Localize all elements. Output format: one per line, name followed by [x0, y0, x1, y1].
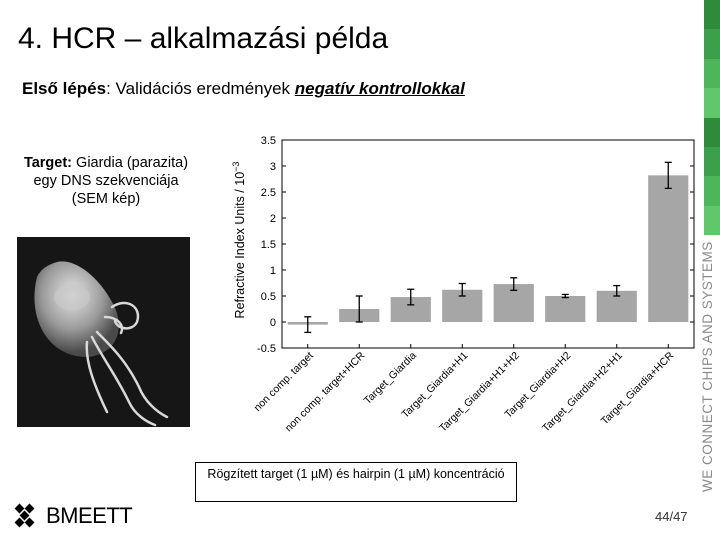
bar [648, 175, 689, 322]
brand-stripe [704, 88, 720, 118]
brand-stripe [704, 117, 720, 147]
subtitle-step-label: Első lépés [22, 79, 107, 98]
brand-stripes [704, 0, 720, 235]
x-tick-label: Target_Giardia [362, 350, 419, 407]
y-axis-label: Refractive Index Units / 10−3 [231, 162, 247, 319]
bmeett-logo-icon [14, 503, 35, 528]
brand-stripe [704, 58, 720, 89]
y-tick-label: 0 [270, 317, 276, 329]
logo-text: BMEETT [46, 503, 133, 528]
brand-stripe [704, 29, 720, 59]
bar-chart: Refractive Index Units / 10−3 -0.5 0 0.5 1 1… [231, 135, 695, 434]
y-tick-label: 1.5 [261, 239, 276, 251]
y-tick-label: 3.5 [261, 135, 276, 147]
target-label: Target: [23, 155, 73, 171]
tagline: WE CONNECT CHIPS AND SYSTEMS [700, 241, 715, 492]
slide-subtitle: Első lépés: Validációs eredmények negatí… [22, 79, 465, 99]
brand-stripe [704, 0, 720, 30]
brand-stripe [704, 176, 720, 206]
target-text: Giardia (parazita) egy DNS szekvenciája … [33, 155, 189, 207]
y-tick-label: 0.5 [261, 291, 276, 303]
giardia-sem-image [17, 237, 190, 427]
subtitle-emphasis: negatív kontrollokkal [294, 79, 465, 98]
slide-title: 4. HCR – alkalmazási példa [18, 22, 389, 55]
bars [287, 161, 689, 334]
y-axis-label-exponent: −3 [231, 162, 241, 172]
y-tick-label: 2 [270, 213, 276, 225]
target-description: Target: Giardia (parazita) egy DNS szekv… [20, 154, 192, 208]
concentration-note: Rögzített target (1 µM) és hairpin (1 µM… [195, 462, 517, 502]
y-axis-label-text: Refractive Index Units / 10 [233, 172, 247, 319]
y-tick-label: 1 [270, 265, 276, 277]
y-tick-label: -0.5 [257, 343, 276, 355]
y-tick-label: 3 [270, 161, 276, 173]
brand-stripe [704, 146, 720, 177]
brand-stripe [704, 205, 720, 235]
subtitle-text: : Validációs eredmények [106, 79, 295, 98]
y-tick-label: 2.5 [261, 187, 276, 199]
bar [545, 296, 586, 322]
axes [281, 139, 695, 349]
page-number: 44/47 [655, 509, 688, 524]
